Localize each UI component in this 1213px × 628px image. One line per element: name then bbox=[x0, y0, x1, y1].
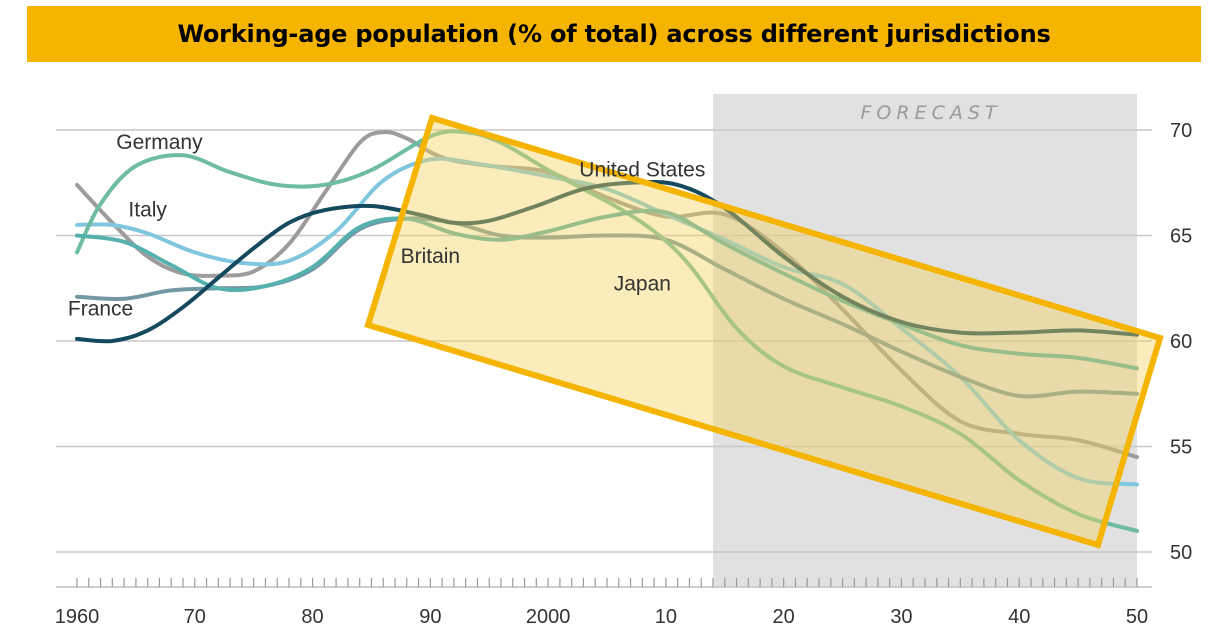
series-label-italy: Italy bbox=[128, 199, 167, 222]
x-tick-label: 50 bbox=[1126, 606, 1148, 628]
series-label-japan: Japan bbox=[614, 272, 671, 295]
series-label-france: France bbox=[68, 298, 133, 321]
y-tick-label: 70 bbox=[1170, 120, 1192, 142]
y-tick-label: 60 bbox=[1170, 331, 1192, 353]
series-labels: Germany Italy France Japan Britain United Sta… bbox=[68, 131, 705, 321]
series-lines bbox=[75, 129, 1139, 533]
x-tick-label: 80 bbox=[301, 606, 323, 628]
forecast-label: FORECAST bbox=[860, 102, 1001, 124]
x-tick-label: 70 bbox=[184, 606, 206, 628]
series-label-britain: Britain bbox=[401, 245, 461, 268]
chart-title: Working-age population (% of total) acro… bbox=[177, 20, 1051, 48]
y-tick-label: 65 bbox=[1170, 226, 1192, 248]
x-axis: 1960 70 80 90 2000 10 20 30 40 50 bbox=[55, 578, 1152, 628]
title-banner: Working-age population (% of total) acro… bbox=[27, 6, 1201, 62]
x-tick-label: 10 bbox=[655, 606, 677, 628]
y-tick-label: 50 bbox=[1170, 542, 1192, 564]
forecast-band bbox=[713, 94, 1137, 586]
series-line-britain bbox=[75, 208, 1139, 371]
x-tick-label: 90 bbox=[419, 606, 441, 628]
x-tick-label: 2000 bbox=[526, 606, 571, 628]
series-label-germany: Germany bbox=[116, 131, 203, 154]
series-line-japan bbox=[75, 129, 1139, 533]
x-tick-label: 1960 bbox=[55, 606, 100, 628]
series-label-united-states: United States bbox=[579, 158, 705, 181]
highlight-box bbox=[364, 114, 1164, 549]
series-line-united-states bbox=[75, 179, 1139, 344]
x-tick-label: 20 bbox=[773, 606, 795, 628]
y-tick-label: 55 bbox=[1170, 437, 1192, 459]
x-tick-label: 30 bbox=[890, 606, 912, 628]
x-tick-label: 40 bbox=[1008, 606, 1030, 628]
